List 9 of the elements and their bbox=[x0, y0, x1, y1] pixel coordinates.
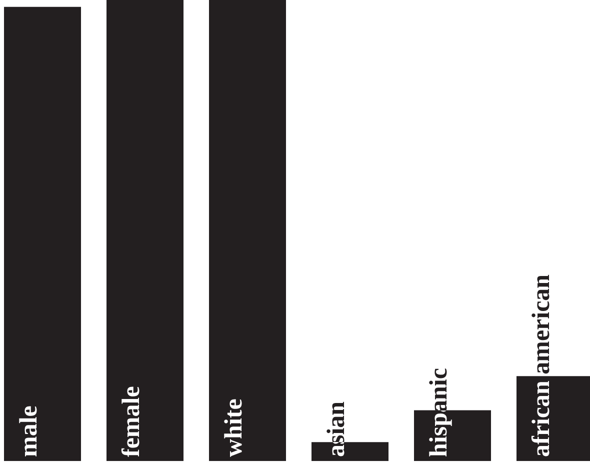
bar bbox=[4, 6, 81, 461]
x-tick-label: african american bbox=[528, 274, 555, 457]
x-tick-label: male bbox=[16, 406, 42, 457]
x-tick-label: hispanic bbox=[426, 368, 452, 457]
x-tick-label: white bbox=[220, 398, 248, 457]
bar bbox=[106, 0, 184, 461]
x-tick-label: female bbox=[118, 386, 145, 457]
x-tick-label: asian bbox=[323, 401, 350, 457]
bar bbox=[209, 0, 286, 461]
